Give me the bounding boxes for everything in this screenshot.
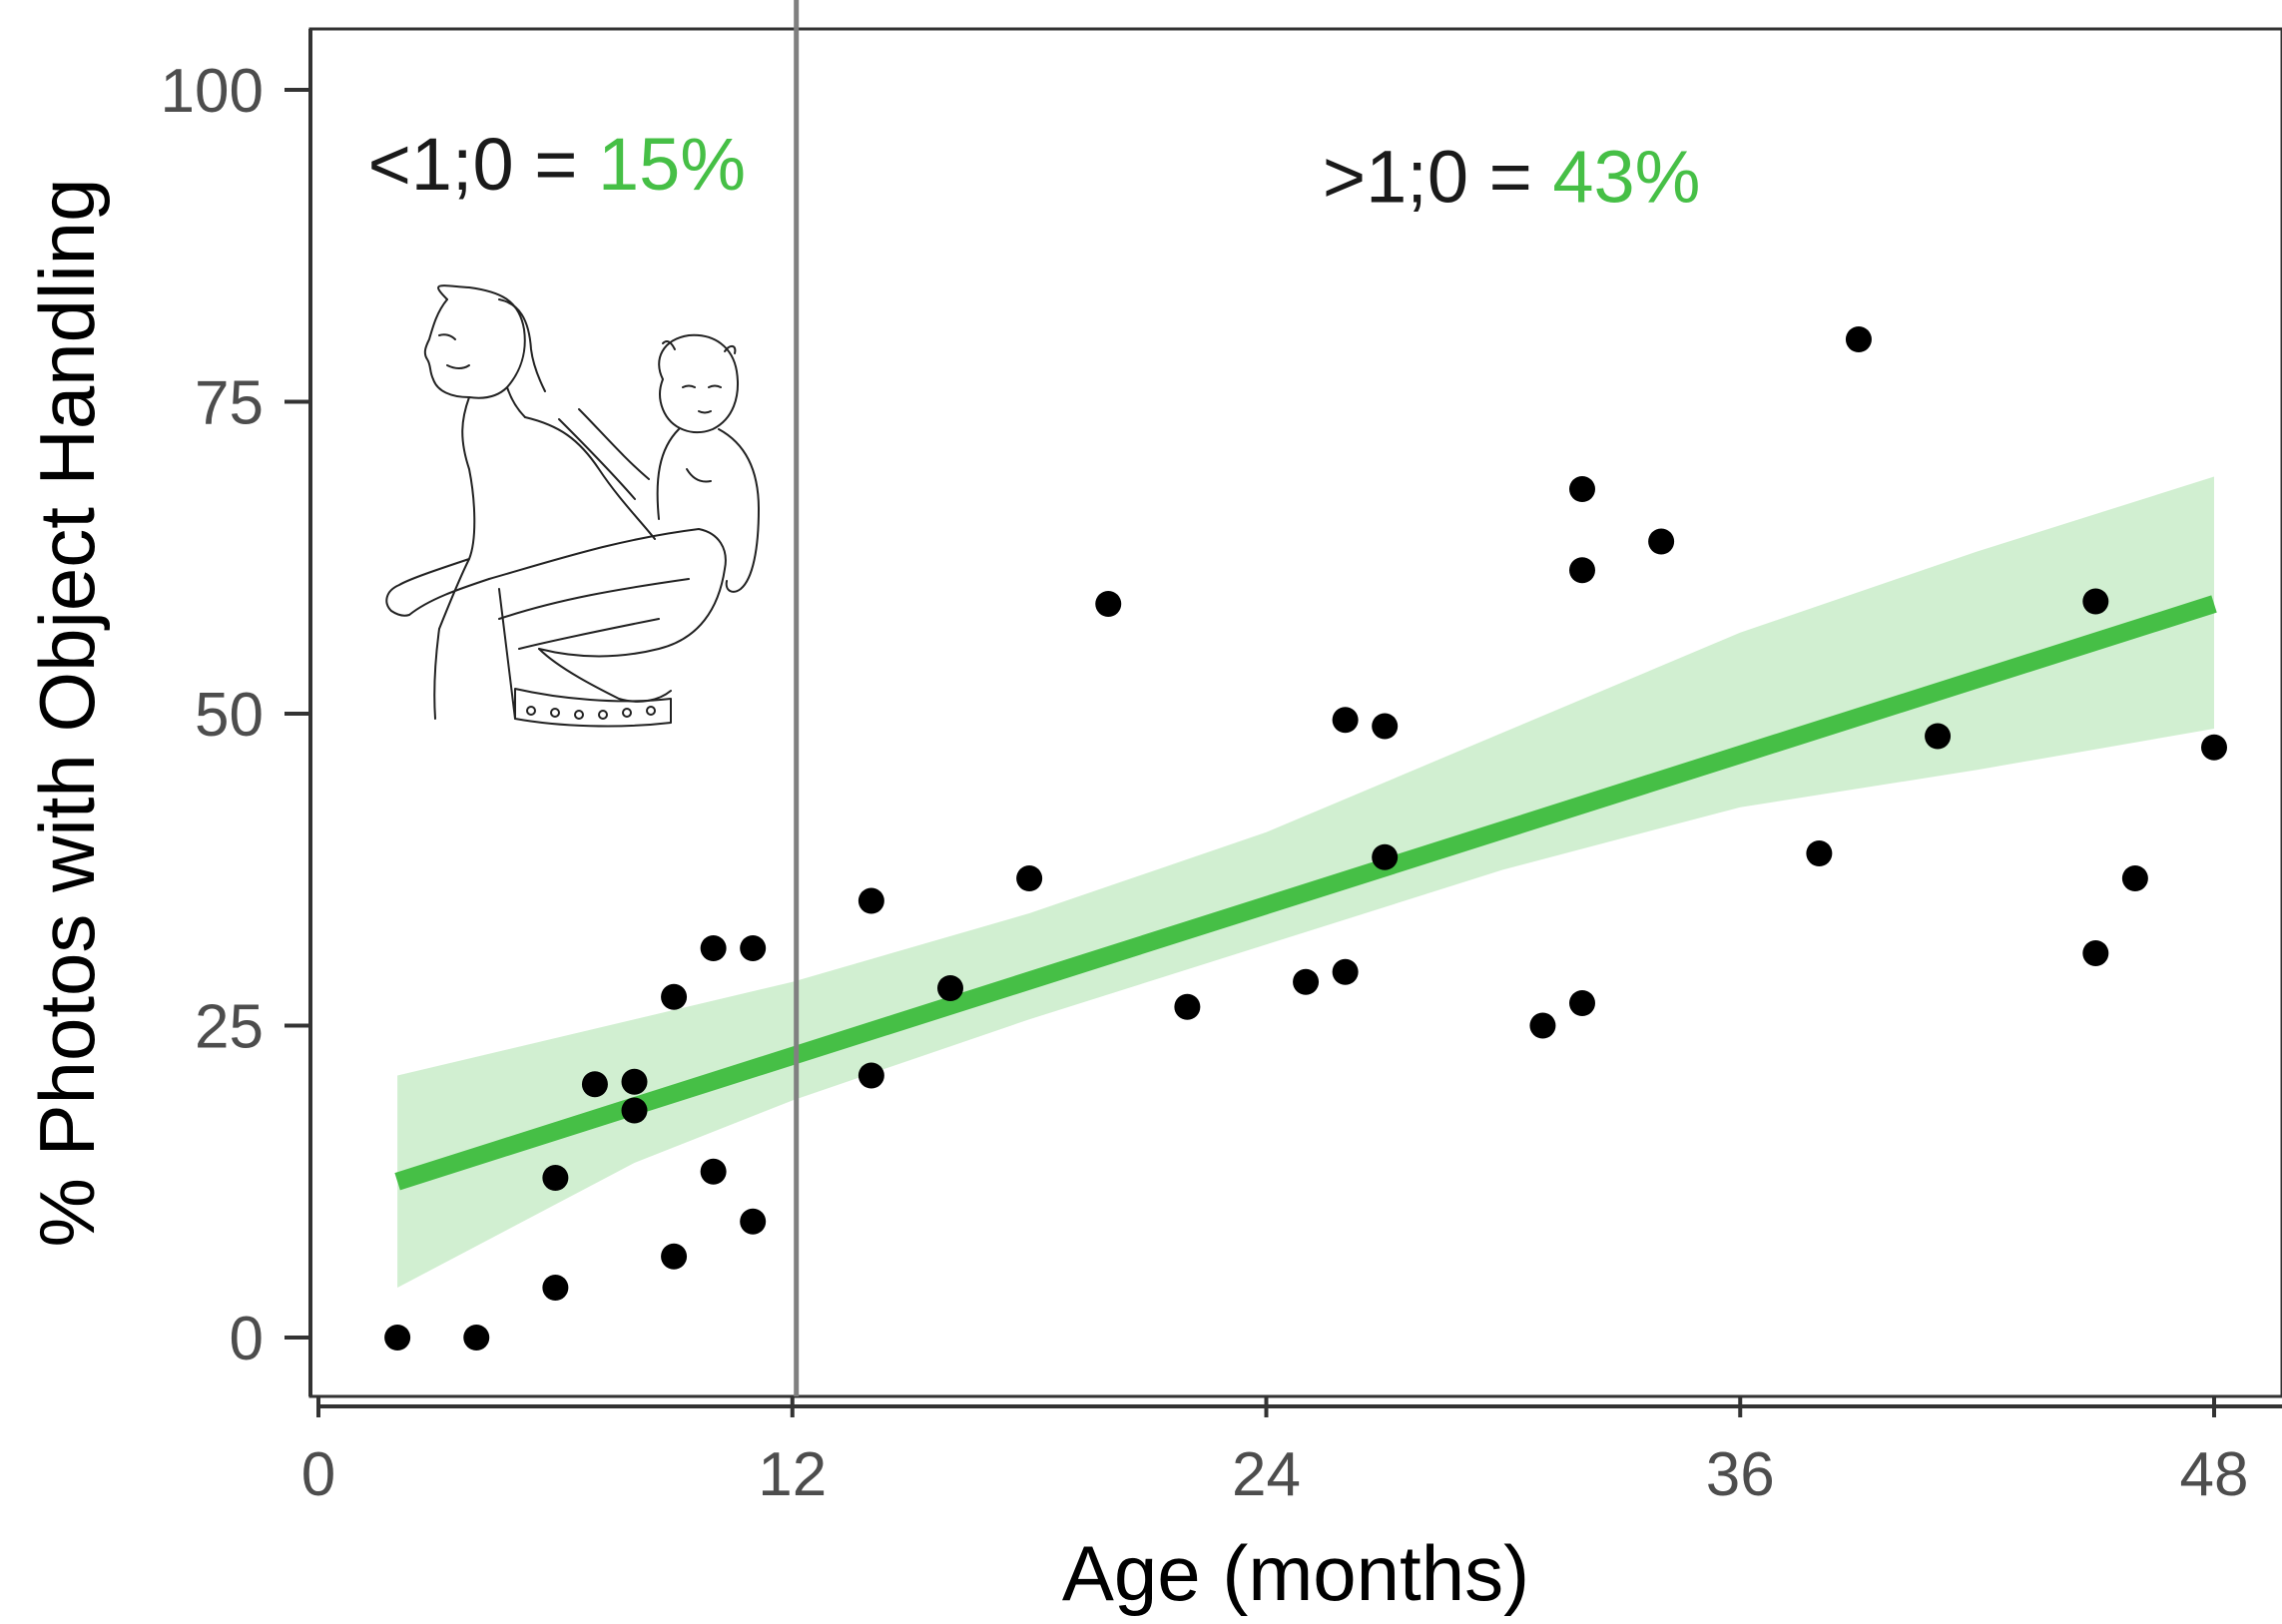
y-tick-label: 0 [230, 1305, 264, 1373]
x-axis-title: Age (months) [1062, 1529, 1529, 1617]
x-tick-label: 48 [2180, 1440, 2249, 1509]
data-point [542, 1275, 569, 1301]
y-tick-label: 100 [161, 57, 264, 126]
data-point [1016, 865, 1043, 891]
data-point [2082, 940, 2109, 966]
x-tick-label: 36 [1706, 1440, 1775, 1509]
data-point [700, 1158, 727, 1185]
data-point [1569, 990, 1595, 1016]
data-point [700, 935, 727, 961]
annotation-under-one-label: <1;0 = [368, 123, 598, 206]
points-layer [384, 326, 2227, 1351]
data-point [1569, 557, 1595, 584]
data-point [740, 1208, 767, 1235]
data-point [1332, 958, 1359, 985]
data-point [1174, 993, 1201, 1020]
data-point [1806, 840, 1833, 866]
data-point [661, 1243, 688, 1270]
data-point [1845, 326, 1872, 352]
x-tick-label: 24 [1232, 1440, 1301, 1509]
data-point [1529, 1012, 1556, 1039]
confidence-band-layer [397, 476, 2214, 1288]
y-tick-label: 50 [195, 681, 264, 750]
data-point [1332, 707, 1359, 734]
data-point [1095, 591, 1122, 617]
trend-line [394, 595, 2217, 1191]
data-point [1925, 723, 1952, 750]
plot-panel [308, 27, 2282, 1398]
confidence-band [397, 476, 2214, 1288]
data-point [621, 1068, 648, 1095]
data-point [2082, 588, 2109, 615]
annotation-under-one-value: 15% [598, 123, 746, 206]
y-axis: 0 25 50 75 100 [161, 29, 312, 1396]
data-point [857, 1062, 884, 1089]
y-axis-title: % Photos with Object Handling [23, 179, 111, 1248]
data-point [661, 983, 688, 1010]
y-tick-label: 75 [195, 369, 264, 438]
data-point [1293, 968, 1320, 995]
annotation-over-one-value: 43% [1552, 136, 1700, 219]
x-tick-label: 12 [758, 1440, 827, 1509]
data-point [1569, 476, 1595, 502]
annotation-over-one-label: >1;0 = [1323, 136, 1552, 219]
data-point [2121, 865, 2148, 891]
annotation-under-one: <1;0 = 15% [368, 123, 747, 206]
y-tick-label: 25 [195, 993, 264, 1062]
x-tick-label: 0 [301, 1440, 335, 1509]
data-point [542, 1165, 569, 1191]
mother-carrying-infant-illustration [385, 284, 760, 728]
x-axis: 0 12 24 36 48 [301, 1396, 2282, 1509]
data-point [857, 887, 884, 914]
annotation-over-one: >1;0 = 43% [1323, 136, 1701, 219]
data-point [740, 935, 767, 961]
data-point [2201, 734, 2227, 761]
data-point [1372, 713, 1399, 740]
data-point [621, 1097, 648, 1124]
data-point [1648, 528, 1675, 555]
data-point [463, 1325, 490, 1351]
data-point [384, 1325, 411, 1351]
data-point [1372, 843, 1399, 870]
data-point [937, 975, 963, 1001]
data-point [581, 1071, 608, 1098]
trend-line-layer [394, 595, 2217, 1191]
